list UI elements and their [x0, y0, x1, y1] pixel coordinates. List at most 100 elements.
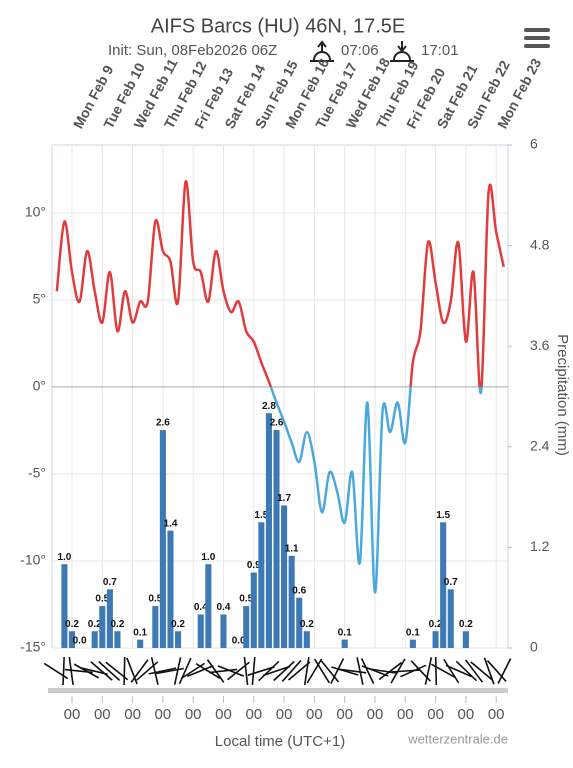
- precip-bar: [258, 522, 265, 648]
- wind-arrow: [130, 659, 149, 683]
- plot-frame: [51, 144, 509, 649]
- precip-label: 0.2: [459, 619, 473, 630]
- precip-bar: [175, 631, 182, 648]
- precip-bar: [462, 631, 469, 648]
- wind-arrow: [338, 668, 367, 674]
- wind-arrow: [330, 658, 345, 684]
- precip-bar: [265, 413, 272, 648]
- precip-label: 0.4: [217, 602, 231, 613]
- precip-label: 0.2: [300, 619, 314, 630]
- wind-arrow: [251, 656, 256, 686]
- wind-arrow: [136, 661, 159, 681]
- sunset-icon: [390, 41, 414, 62]
- wind-arrow: [73, 663, 99, 679]
- precip-bar: [106, 589, 113, 648]
- precip-bar: [220, 614, 227, 648]
- precip-bar: [281, 505, 288, 648]
- precip-bar: [447, 589, 454, 648]
- x-tick-label: 00: [336, 706, 353, 723]
- wind-arrow: [258, 660, 280, 682]
- wind-arrow: [173, 657, 182, 685]
- credit: wetterzentrale.de: [407, 731, 508, 746]
- precip-label: 0.6: [292, 585, 306, 596]
- precip-bar: [197, 614, 204, 648]
- wind-arrow: [303, 657, 310, 685]
- y2-tick-label: 0: [530, 639, 538, 655]
- precip-bar: [167, 530, 174, 648]
- wind-arrow: [148, 667, 177, 675]
- y-tick-label: 5°: [33, 291, 46, 307]
- wind-arrow: [470, 661, 493, 681]
- precip-label: 0.1: [406, 627, 420, 638]
- wind-arrow: [306, 658, 323, 684]
- precip-label: 0.4: [194, 602, 208, 613]
- wind-arrow: [150, 657, 159, 685]
- precip-label: 0.2: [171, 619, 185, 630]
- precip-bar: [409, 639, 416, 648]
- precip-bar: [341, 639, 348, 648]
- precip-bar: [137, 639, 144, 648]
- wind-arrow: [424, 657, 433, 685]
- x-tick-label: 00: [276, 706, 293, 723]
- wind-arrow: [123, 656, 126, 686]
- x-tick-label: 00: [427, 706, 444, 723]
- y-tick-label: -10°: [20, 552, 46, 568]
- precip-bar: [296, 597, 303, 648]
- wind-arrow: [178, 657, 192, 685]
- precip-label: 0.2: [65, 619, 79, 630]
- x-tick-label: 00: [155, 706, 172, 723]
- precip-label: 1.0: [57, 552, 71, 563]
- precip-label: 0.1: [338, 627, 352, 638]
- precip-label: 1.5: [254, 510, 268, 521]
- y-tick-label: 10°: [25, 204, 46, 220]
- precip-label: 0.7: [103, 577, 117, 588]
- wind-arrow: [247, 666, 275, 676]
- wind-arrow: [361, 665, 389, 677]
- precip-label: 0.5: [148, 594, 162, 605]
- wind-arrow: [320, 659, 340, 683]
- wind-arrow: [206, 659, 225, 683]
- precip-bar: [243, 606, 250, 648]
- y2-axis-label: Precipitation (mm): [554, 334, 571, 456]
- precip-label: 1.0: [201, 552, 215, 563]
- y2-tick-label: 1.2: [530, 538, 550, 554]
- precip-label: 0.2: [110, 619, 124, 630]
- wind-strip: [48, 688, 508, 693]
- precip-label: 0.2: [88, 619, 102, 630]
- precip-bar: [288, 555, 295, 648]
- wind-arrow: [464, 659, 484, 683]
- x-tick-label: 00: [488, 706, 505, 723]
- menu-button[interactable]: [524, 28, 550, 48]
- x-axis-label: Local time (UTC+1): [215, 733, 345, 750]
- wind-arrow: [126, 657, 138, 685]
- precip-bar: [250, 572, 257, 648]
- wind-arrow: [360, 658, 375, 684]
- chart-subtitle: Init: Sun, 08Feb2026 06Z: [108, 42, 277, 59]
- y-tick-label: -5°: [28, 465, 46, 481]
- x-tick-label: 00: [124, 706, 141, 723]
- wind-arrow: [313, 658, 331, 684]
- wind-arrow: [443, 658, 460, 684]
- x-tick-label: 00: [94, 706, 111, 723]
- precip-bar: [273, 430, 280, 648]
- y2-tick-label: 6: [530, 136, 538, 152]
- precip-bar: [91, 631, 98, 648]
- precip-label: 2.6: [270, 418, 284, 429]
- precip-label: 2.6: [156, 418, 170, 429]
- precip-label: 0.0: [232, 636, 246, 647]
- wind-arrow: [356, 657, 364, 685]
- wind-arrow: [217, 665, 245, 677]
- temperature-line-warm: [55, 180, 505, 387]
- x-tick-label: 00: [64, 706, 81, 723]
- x-tick-label: 00: [215, 706, 232, 723]
- wind-arrow: [273, 660, 295, 682]
- wind-arrow: [287, 661, 311, 681]
- wind-arrow: [497, 658, 512, 684]
- wind-arrow: [243, 656, 249, 686]
- x-tick-label: 00: [245, 706, 262, 723]
- precip-bar: [205, 564, 212, 648]
- precip-label: 1.7: [277, 493, 291, 504]
- wind-arrow: [209, 668, 238, 674]
- x-tick-label: 00: [367, 706, 384, 723]
